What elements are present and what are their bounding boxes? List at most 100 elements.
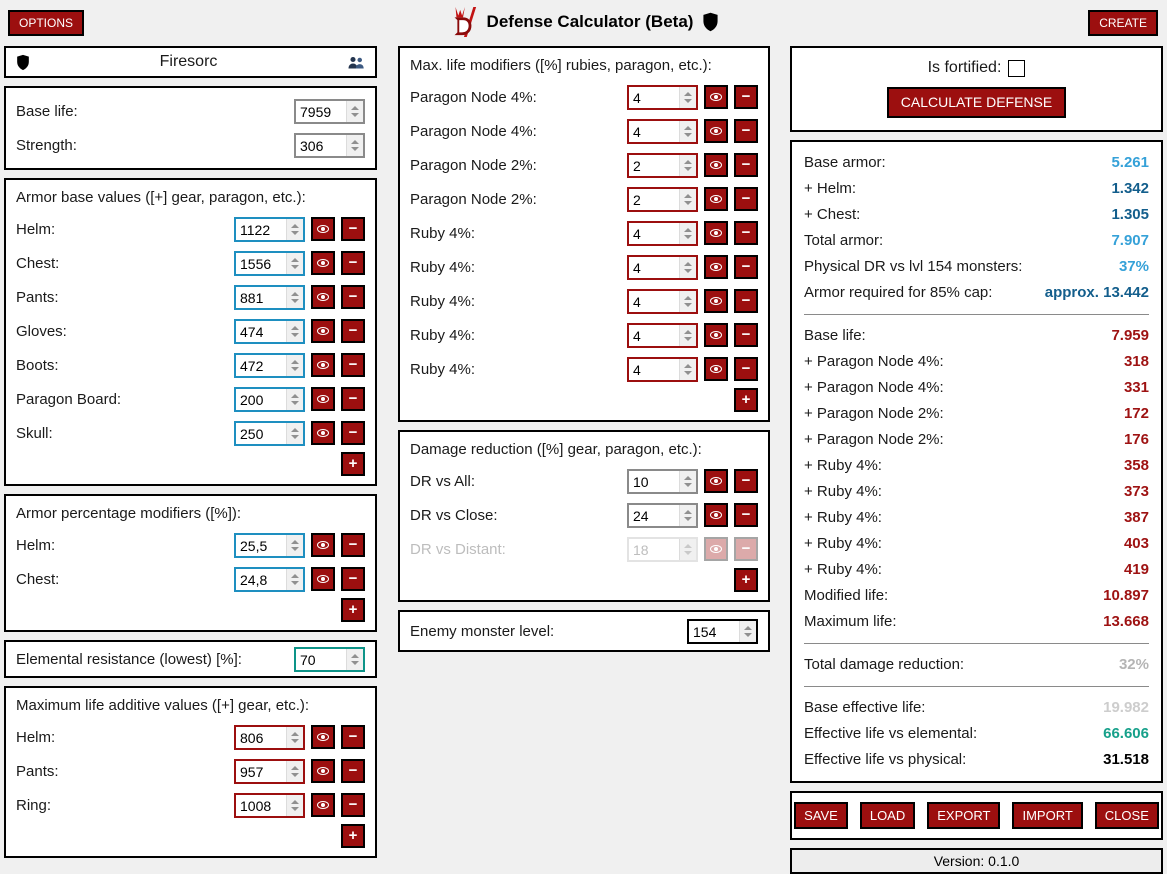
toggle-visibility-button[interactable] — [704, 153, 728, 177]
toggle-visibility-button[interactable] — [311, 251, 335, 275]
dr-vs-all-input[interactable]: 10 — [627, 468, 698, 494]
remove-row-button[interactable] — [341, 725, 365, 749]
options-button[interactable]: OPTIONS — [8, 10, 85, 37]
spinner-arrows[interactable] — [286, 354, 303, 376]
dr-vs-close-input[interactable]: 24 — [627, 502, 698, 528]
toggle-visibility-button[interactable] — [311, 217, 335, 241]
remove-row-button[interactable] — [734, 119, 758, 143]
remove-row-button[interactable] — [734, 289, 758, 313]
add-row-button[interactable] — [734, 388, 758, 412]
add-row-button[interactable] — [341, 824, 365, 848]
remove-row-button[interactable] — [341, 533, 365, 557]
fortified-checkbox[interactable] — [1008, 59, 1026, 77]
spinner-arrows[interactable] — [679, 120, 696, 142]
armor-skull-input[interactable]: 250 — [234, 420, 305, 446]
spinner-arrows[interactable] — [679, 470, 696, 492]
remove-row-button[interactable] — [734, 357, 758, 381]
spinner-arrows[interactable] — [679, 324, 696, 346]
armor-paragon-input[interactable]: 200 — [234, 386, 305, 412]
spinner-arrows[interactable] — [286, 726, 303, 748]
spinner-arrows[interactable] — [679, 154, 696, 176]
group-icon[interactable] — [347, 55, 365, 70]
add-row-button[interactable] — [341, 598, 365, 622]
spinner-arrows[interactable] — [679, 188, 696, 210]
armor-boots-input[interactable]: 472 — [234, 352, 305, 378]
armor-pants-input[interactable]: 881 — [234, 284, 305, 310]
spinner-arrows[interactable] — [286, 218, 303, 240]
remove-row-button[interactable] — [341, 421, 365, 445]
add-row-button[interactable] — [734, 568, 758, 592]
life-mod-input[interactable]: 4 — [627, 84, 698, 110]
spinner-arrows[interactable] — [346, 648, 363, 670]
remove-row-button[interactable] — [734, 187, 758, 211]
toggle-visibility-button[interactable] — [704, 85, 728, 109]
remove-row-button[interactable] — [341, 387, 365, 411]
toggle-visibility-button[interactable] — [704, 221, 728, 245]
add-row-button[interactable] — [341, 452, 365, 476]
remove-row-button[interactable] — [341, 285, 365, 309]
spinner-arrows[interactable] — [679, 358, 696, 380]
enemy-level-input[interactable]: 154 — [687, 618, 758, 644]
life-mod-input[interactable]: 4 — [627, 322, 698, 348]
remove-row-button[interactable] — [341, 759, 365, 783]
life-mod-input[interactable]: 4 — [627, 254, 698, 280]
toggle-visibility-button[interactable] — [704, 469, 728, 493]
remove-row-button[interactable] — [341, 217, 365, 241]
spinner-arrows[interactable] — [679, 86, 696, 108]
load-button[interactable]: LOAD — [859, 801, 916, 830]
save-button[interactable]: SAVE — [794, 801, 848, 830]
base-life-input[interactable]: 7959 — [294, 98, 365, 124]
spinner-arrows[interactable] — [286, 320, 303, 342]
remove-row-button[interactable] — [734, 85, 758, 109]
armor-gloves-input[interactable]: 474 — [234, 318, 305, 344]
toggle-visibility-button[interactable] — [311, 421, 335, 445]
spinner-arrows[interactable] — [286, 252, 303, 274]
remove-row-button[interactable] — [734, 221, 758, 245]
armor-pct-chest-input[interactable]: 24,8 — [234, 566, 305, 592]
spinner-arrows[interactable] — [286, 534, 303, 556]
remove-row-button[interactable] — [734, 323, 758, 347]
spinner-arrows[interactable] — [679, 290, 696, 312]
life-add-helm-input[interactable]: 806 — [234, 724, 305, 750]
toggle-visibility-button[interactable] — [311, 387, 335, 411]
spinner-arrows[interactable] — [346, 134, 363, 156]
life-mod-input[interactable]: 2 — [627, 186, 698, 212]
spinner-arrows[interactable] — [346, 100, 363, 122]
life-mod-input[interactable]: 4 — [627, 118, 698, 144]
spinner-arrows[interactable] — [286, 760, 303, 782]
life-mod-input[interactable]: 2 — [627, 152, 698, 178]
remove-row-button[interactable] — [734, 503, 758, 527]
spinner-arrows[interactable] — [286, 286, 303, 308]
spinner-arrows[interactable] — [679, 222, 696, 244]
toggle-visibility-button[interactable] — [311, 533, 335, 557]
life-add-ring-input[interactable]: 1008 — [234, 792, 305, 818]
toggle-visibility-button[interactable] — [704, 187, 728, 211]
calculate-defense-button[interactable]: CALCULATE DEFENSE — [886, 87, 1067, 118]
close-button[interactable]: CLOSE — [1094, 801, 1159, 830]
life-add-pants-input[interactable]: 957 — [234, 758, 305, 784]
armor-chest-input[interactable]: 1556 — [234, 250, 305, 276]
toggle-visibility-button[interactable] — [704, 503, 728, 527]
remove-row-button[interactable] — [341, 251, 365, 275]
armor-pct-helm-input[interactable]: 25,5 — [234, 532, 305, 558]
toggle-visibility-button[interactable] — [311, 319, 335, 343]
life-mod-input[interactable]: 4 — [627, 288, 698, 314]
spinner-arrows[interactable] — [286, 388, 303, 410]
remove-row-button[interactable] — [341, 353, 365, 377]
armor-helm-input[interactable]: 1122 — [234, 216, 305, 242]
toggle-visibility-button[interactable] — [311, 725, 335, 749]
spinner-arrows[interactable] — [286, 422, 303, 444]
remove-row-button[interactable] — [341, 319, 365, 343]
character-header-panel[interactable]: Firesorc — [4, 46, 377, 78]
remove-row-button[interactable] — [734, 153, 758, 177]
life-mod-input[interactable]: 4 — [627, 220, 698, 246]
remove-row-button[interactable] — [341, 793, 365, 817]
toggle-visibility-button[interactable] — [704, 323, 728, 347]
toggle-visibility-button[interactable] — [311, 285, 335, 309]
elemental-resistance-input[interactable]: 70 — [294, 646, 365, 672]
remove-row-button[interactable] — [734, 469, 758, 493]
toggle-visibility-button[interactable] — [311, 759, 335, 783]
create-button[interactable]: CREATE — [1088, 10, 1158, 37]
strength-input[interactable]: 306 — [294, 132, 365, 158]
import-button[interactable]: IMPORT — [1012, 801, 1083, 830]
